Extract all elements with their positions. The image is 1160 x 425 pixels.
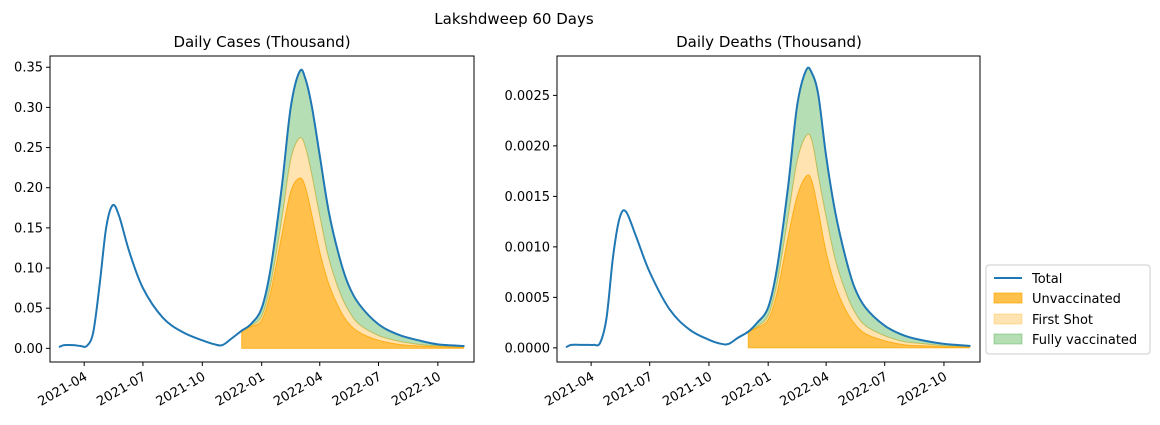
cases-x-tick-label: 2022-07 (330, 369, 385, 409)
legend-frame (985, 264, 1151, 355)
deaths-line-total (565, 66, 971, 348)
figure-title: Lakshdweep 60 Days (434, 10, 594, 28)
cases-area-unvaccinated (241, 177, 465, 349)
cases-chart: Daily Cases (Thousand) 0.00 0.05 0.10 0.15 0… (14, 33, 475, 410)
legend-label-total: Total (1031, 272, 1062, 287)
cases-x-tick-label: 2022-10 (389, 369, 444, 409)
deaths-y-tick-label: 0.0010 (505, 240, 551, 255)
deaths-x-tick-label: 2021-10 (660, 369, 715, 409)
cases-y-tick-label: 0.15 (14, 221, 43, 236)
legend-label-unvaccinated: Unvaccinated (1032, 292, 1121, 307)
deaths-x-tick-label: 2021-04 (543, 369, 598, 409)
cases-y-tick-label: 0.05 (14, 302, 43, 317)
cases-chart-title: Daily Cases (Thousand) (173, 33, 350, 51)
deaths-chart: Daily Deaths (Thousand) 0.0000 0.0005 0.00… (505, 33, 981, 410)
deaths-y-tick-label: 0.0020 (505, 139, 551, 154)
cases-x-tick-label: 2022-01 (213, 369, 268, 409)
cases-y-tick-label: 0.25 (14, 141, 43, 156)
deaths-area-unvaccinated (747, 174, 971, 349)
deaths-x-tick-label: 2022-07 (836, 369, 891, 409)
deaths-x-tick-label: 2022-04 (778, 369, 833, 409)
legend: Total Unvaccinated First Shot Fully vacc… (985, 264, 1151, 355)
deaths-y-tick-label: 0.0005 (505, 291, 551, 306)
legend-swatch-first-shot (993, 313, 1023, 325)
deaths-y-tick-label: 0.0025 (505, 89, 551, 104)
cases-y-tick-label: 0.00 (14, 342, 43, 357)
deaths-chart-title: Daily Deaths (Thousand) (676, 33, 862, 51)
cases-x-tick-label: 2022-04 (271, 369, 326, 409)
cases-y-tick-label: 0.20 (14, 181, 43, 196)
legend-swatch-unvaccinated (993, 292, 1023, 304)
cases-y-tick-label: 0.30 (14, 101, 43, 116)
legend-label-fully-vaccinated: Fully vaccinated (1032, 333, 1137, 348)
legend-label-first-shot: First Shot (1032, 313, 1093, 328)
deaths-y-tick-label: 0.0000 (505, 341, 551, 356)
cases-line-total (58, 68, 465, 348)
deaths-x-tick-label: 2022-10 (895, 369, 950, 409)
legend-swatch-fully-vaccinated (993, 333, 1023, 345)
cases-y-tick-label: 0.10 (14, 262, 43, 277)
deaths-y-tick-label: 0.0015 (505, 190, 551, 205)
cases-x-tick-label: 2021-04 (36, 369, 91, 409)
deaths-x-tick-label: 2021-07 (601, 369, 656, 409)
cases-x-tick-label: 2021-10 (154, 369, 209, 409)
cases-y-tick-label: 0.35 (14, 61, 43, 76)
cases-x-tick-label: 2021-07 (94, 369, 149, 409)
deaths-x-tick-label: 2022-01 (720, 369, 775, 409)
